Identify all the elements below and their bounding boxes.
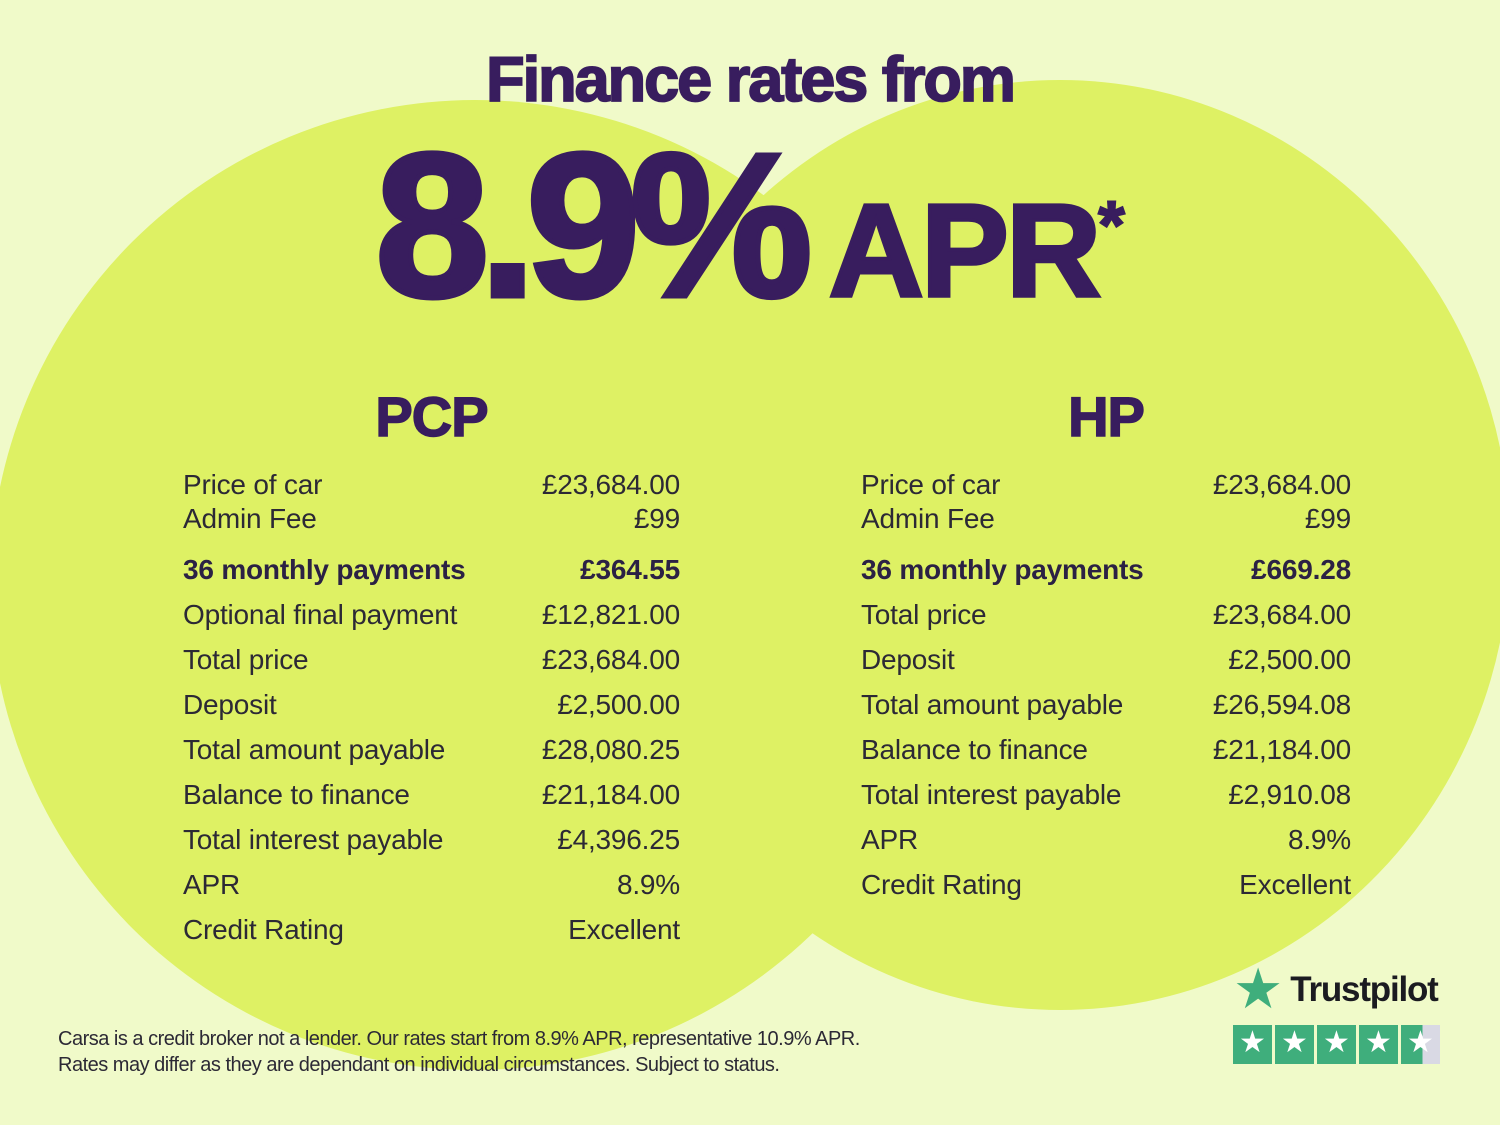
table-row: Deposit £2,500.00 [861, 637, 1351, 682]
star-icon: ★ [1239, 1024, 1266, 1060]
row-value: £99 [1304, 503, 1351, 534]
row-value: £364.55 [580, 553, 680, 585]
row-label: Admin Fee [861, 503, 995, 534]
row-label: APR [183, 868, 240, 900]
apr-rate-value: 8.9% [373, 111, 815, 340]
row-value: £23,684.00 [541, 643, 680, 675]
row-label: Total price [183, 643, 309, 675]
row-value: £26,594.08 [1212, 688, 1351, 720]
table-row: Total price £23,684.00 [183, 637, 680, 682]
row-value: £23,684.00 [1212, 469, 1351, 500]
row-label: Deposit [861, 643, 955, 675]
row-value: £2,500.00 [557, 688, 680, 720]
table-row: Price of car £23,684.00 [861, 468, 1351, 502]
row-value: Excellent [1239, 868, 1351, 900]
apr-asterisk: * [1097, 187, 1126, 263]
pcp-table: Price of car £23,684.00 Admin Fee £99 36 m… [183, 468, 680, 952]
background-circle-right [610, 80, 1500, 1010]
trustpilot-star-3: ★ [1317, 1025, 1356, 1064]
row-value: £23,684.00 [541, 469, 680, 500]
table-row: Credit Rating Excellent [861, 862, 1351, 907]
row-value: £23,684.00 [1212, 598, 1351, 630]
row-value: £28,080.25 [541, 733, 680, 765]
row-label: Credit Rating [183, 913, 344, 945]
apr-rate-unit: APR [827, 177, 1103, 324]
trustpilot-wordmark: Trustpilot [1290, 970, 1439, 1009]
row-value: £2,500.00 [1228, 643, 1351, 675]
table-row: Admin Fee £99 [861, 502, 1351, 536]
row-label: Total price [861, 598, 987, 630]
row-label: Price of car [861, 469, 1001, 500]
table-row: Deposit £2,500.00 [183, 682, 680, 727]
row-label: Credit Rating [861, 868, 1022, 900]
row-label: 36 monthly payments [183, 553, 466, 585]
trustpilot-rating: ★ ★ ★ ★ ★ [1233, 1025, 1440, 1064]
row-value: £669.28 [1251, 553, 1351, 585]
star-icon: ★ [1407, 1024, 1434, 1060]
row-label: Total interest payable [861, 778, 1122, 810]
row-value: 8.9% [1287, 823, 1351, 855]
legal-disclaimer: Carsa is a credit broker not a lender. O… [58, 1026, 860, 1078]
table-row: Total amount payable £28,080.25 [183, 727, 680, 772]
trustpilot-logo: ★ Trustpilot [1233, 957, 1440, 1022]
star-icon: ★ [1365, 1024, 1392, 1060]
row-value: £99 [633, 503, 680, 534]
row-label: Balance to finance [183, 778, 410, 810]
table-row: APR 8.9% [183, 862, 680, 907]
hp-column-title: HP [1067, 384, 1145, 449]
row-value: £21,184.00 [541, 778, 680, 810]
table-row: Admin Fee £99 [183, 502, 680, 536]
page-title: Finance rates from [485, 44, 1016, 116]
row-label: 36 monthly payments [861, 553, 1144, 585]
row-value: 8.9% [616, 868, 680, 900]
row-label: APR [861, 823, 918, 855]
trustpilot-star-1: ★ [1233, 1025, 1272, 1064]
disclaimer-line-1: Carsa is a credit broker not a lender. O… [58, 1028, 860, 1050]
star-icon: ★ [1323, 1024, 1350, 1060]
row-label: Price of car [183, 469, 323, 500]
trustpilot-star-2: ★ [1275, 1025, 1314, 1064]
disclaimer-line-2: Rates may differ as they are dependant o… [58, 1054, 780, 1076]
table-row: Total price £23,684.00 [861, 592, 1351, 637]
row-label: Total amount payable [183, 733, 446, 765]
table-row: APR 8.9% [861, 817, 1351, 862]
row-label: Balance to finance [861, 733, 1088, 765]
row-value: £21,184.00 [1212, 733, 1351, 765]
row-label: Total amount payable [861, 688, 1124, 720]
row-value: £12,821.00 [541, 598, 680, 630]
table-row: Optional final payment £12,821.00 [183, 592, 680, 637]
row-label: Total interest payable [183, 823, 444, 855]
row-value: £4,396.25 [557, 823, 680, 855]
row-value: Excellent [568, 913, 680, 945]
row-value: £2,910.08 [1228, 778, 1351, 810]
table-row: Price of car £23,684.00 [183, 468, 680, 502]
table-row: Total interest payable £2,910.08 [861, 772, 1351, 817]
table-row: Credit Rating Excellent [183, 907, 680, 952]
trustpilot-star-5: ★ [1401, 1025, 1440, 1064]
trustpilot-star-icon: ★ [1233, 957, 1284, 1022]
trustpilot-badge: ★ Trustpilot ★ ★ ★ ★ ★ [1233, 957, 1440, 1064]
table-row-emphasis: 36 monthly payments £364.55 [183, 547, 680, 592]
hp-table: Price of car £23,684.00 Admin Fee £99 36 m… [861, 468, 1351, 907]
table-row: Balance to finance £21,184.00 [861, 727, 1351, 772]
table-row: Balance to finance £21,184.00 [183, 772, 680, 817]
table-row: Total interest payable £4,396.25 [183, 817, 680, 862]
star-icon: ★ [1281, 1024, 1308, 1060]
pcp-column-title: PCP [375, 384, 490, 449]
row-label: Optional final payment [183, 598, 458, 630]
table-row: Total amount payable £26,594.08 [861, 682, 1351, 727]
table-row-emphasis: 36 monthly payments £669.28 [861, 547, 1351, 592]
row-label: Deposit [183, 688, 277, 720]
headline-rate: 8.9% APR* [0, 121, 1500, 331]
row-label: Admin Fee [183, 503, 317, 534]
trustpilot-star-4: ★ [1359, 1025, 1398, 1064]
